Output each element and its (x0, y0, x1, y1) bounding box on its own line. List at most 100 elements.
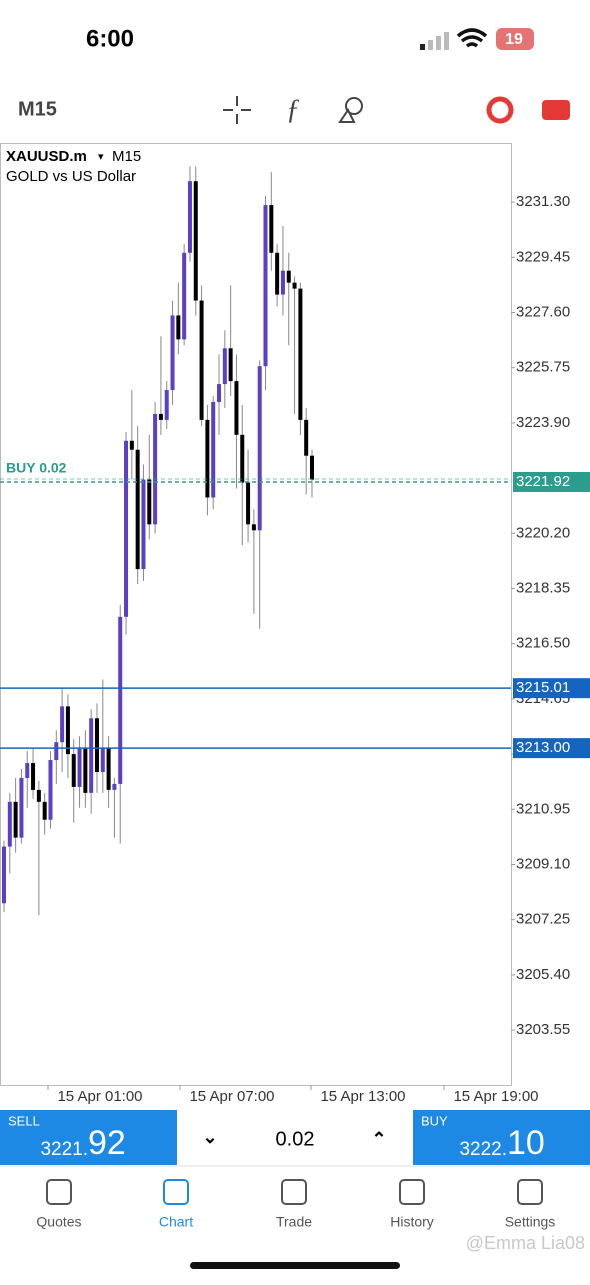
subtitle: GOLD vs US Dollar (6, 168, 136, 185)
candle-body (147, 479, 152, 525)
symbol: XAUUSD.m (6, 148, 87, 165)
candle-body (280, 270, 285, 295)
home-indicator (190, 1262, 400, 1269)
y-tick-label: 3223.90 (516, 414, 570, 431)
candle-body (170, 315, 175, 391)
tab-label[interactable]: Trade (276, 1214, 312, 1230)
tab-icon[interactable] (517, 1179, 543, 1205)
watermark: @Emma Lia08 (466, 1233, 585, 1253)
y-tick-label: 3207.25 (516, 911, 570, 928)
trade-icon[interactable] (542, 100, 570, 120)
candle-body (246, 482, 251, 525)
x-tick-label: 15 Apr 19:00 (453, 1088, 538, 1105)
candle-body (124, 440, 129, 617)
y-tick-label: 3205.40 (516, 966, 570, 983)
y-tick-label: 3203.55 (516, 1021, 570, 1038)
crosshair-icon[interactable] (223, 96, 251, 124)
signal-icon (420, 32, 449, 50)
candle-body (187, 181, 192, 253)
candle-body (298, 288, 303, 420)
y-tick-label: 3216.50 (516, 635, 570, 652)
candle-body (129, 440, 134, 450)
candle-body (83, 748, 88, 793)
candle-body (13, 801, 18, 838)
candle-body (275, 252, 280, 295)
sell-button[interactable] (0, 1110, 177, 1165)
y-tick-label: 3229.45 (516, 248, 570, 265)
tab-icon[interactable] (281, 1179, 307, 1205)
candle-body (292, 282, 297, 289)
volume-up[interactable]: ⌃ (371, 1129, 386, 1149)
wifi-icon (456, 28, 488, 48)
y-tick-label: 3209.10 (516, 855, 570, 872)
candle-body (263, 205, 268, 367)
one-click-icon[interactable] (486, 96, 514, 124)
candle-body (251, 524, 256, 531)
candle-body (31, 763, 36, 790)
buy-price-main: 3222. (459, 1139, 507, 1160)
candle-body (36, 789, 41, 802)
candle-body (118, 616, 123, 784)
price-label-box (513, 678, 590, 699)
y-tick-label: 3210.95 (516, 800, 570, 817)
buy-price-big: 10 (507, 1124, 545, 1162)
dropdown-arrow[interactable]: ▾ (98, 151, 104, 163)
candle-body (65, 706, 70, 755)
candle-body (228, 348, 233, 382)
x-tick-label: 15 Apr 13:00 (320, 1088, 405, 1105)
y-tick-label: 3227.60 (516, 303, 570, 320)
candle-body (217, 384, 222, 402)
sell-price-main: 3221. (40, 1139, 88, 1160)
price-label-box (513, 738, 590, 759)
candle-body (135, 449, 140, 570)
candle-body (48, 760, 53, 820)
candle-body (100, 748, 105, 772)
candle-body (158, 413, 163, 420)
candle-body (211, 401, 216, 498)
candle-body (54, 742, 59, 761)
buy-label: BUY (421, 1113, 448, 1128)
objects-icon[interactable] (338, 97, 363, 123)
tab-label[interactable]: Quotes (36, 1214, 81, 1230)
y-tick-label: 3218.35 (516, 579, 570, 596)
candle-body (199, 300, 204, 420)
tab-label[interactable]: Settings (505, 1214, 556, 1230)
candle-body (222, 348, 227, 385)
candle-body (164, 390, 169, 420)
battery-level: 19 (505, 31, 523, 48)
tab-icon[interactable] (399, 1179, 425, 1205)
candle-body (71, 754, 76, 787)
status-time: 6:00 (86, 25, 134, 52)
volume[interactable]: 0.02 (276, 1128, 315, 1150)
tab-icon[interactable] (163, 1179, 189, 1205)
candle-body (304, 419, 309, 456)
price-label-box (513, 471, 590, 492)
level-name: BUY 0.02 (6, 460, 67, 476)
timeframe-button[interactable]: M15 (18, 98, 57, 120)
candle-body (193, 181, 198, 301)
candle-body (205, 419, 210, 498)
candle-body (182, 252, 187, 340)
candle-body (234, 381, 239, 435)
tab-label[interactable]: Chart (159, 1214, 193, 1230)
buy-button[interactable] (413, 1110, 590, 1165)
tab-icon[interactable] (46, 1179, 72, 1205)
y-tick-label: 3231.30 (516, 193, 570, 210)
candle-body (60, 706, 65, 743)
chart-timeframe: M15 (112, 148, 141, 165)
candle-body (42, 801, 47, 820)
x-tick-label: 15 Apr 07:00 (189, 1088, 274, 1105)
volume-down[interactable]: ⌄ (202, 1127, 217, 1147)
candle-body (7, 801, 12, 847)
candle-body (112, 783, 117, 790)
tab-label[interactable]: History (390, 1214, 434, 1230)
price-label: 3213.00 (516, 739, 570, 756)
candle-body (176, 315, 181, 340)
candle-body (94, 718, 99, 772)
sell-label: SELL (8, 1113, 40, 1128)
candle-body (141, 479, 146, 570)
indicators-icon[interactable]: ƒ (286, 94, 300, 125)
price-label: 3215.01 (516, 679, 570, 696)
